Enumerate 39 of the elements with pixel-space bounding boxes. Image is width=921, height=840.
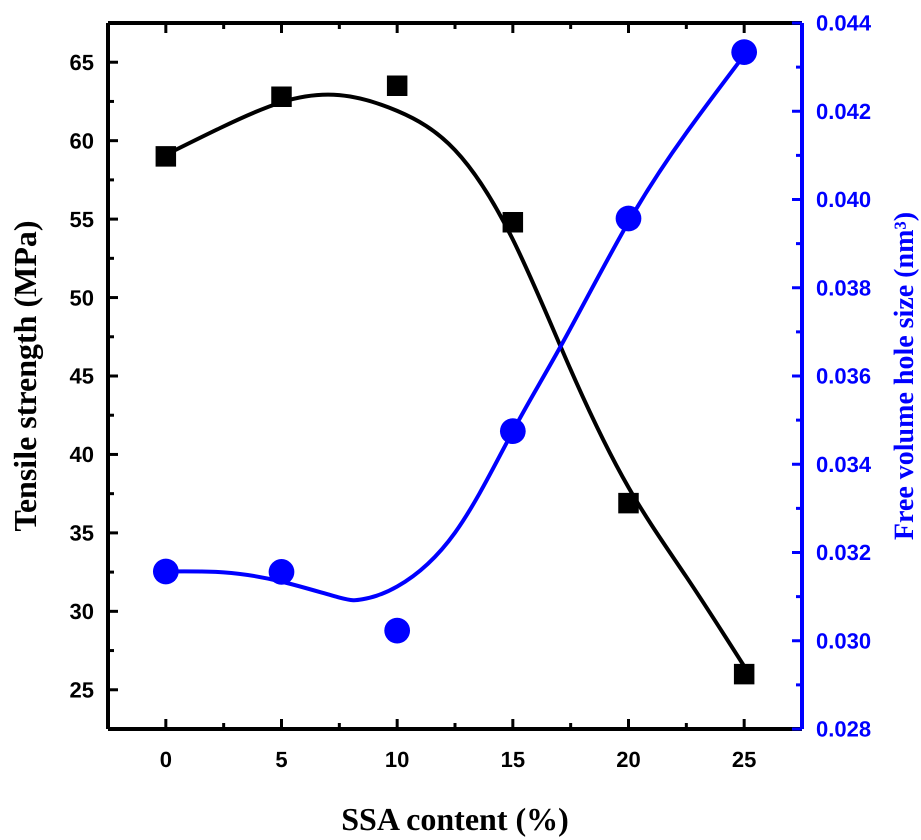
y-tick-label: 40	[70, 442, 94, 468]
y2-tick-label: 0.028	[816, 716, 872, 742]
point	[731, 39, 758, 65]
point	[616, 206, 642, 232]
y2-tick-label: 0.042	[816, 98, 872, 124]
point	[386, 76, 408, 96]
y-tick-label: 45	[70, 364, 94, 389]
y-axis-title: Tensile strength (MPa)	[7, 220, 44, 532]
y2-axis-title: Free volume hole size (nm³)	[889, 212, 920, 540]
y2-tick-label: 0.036	[816, 364, 872, 389]
x-axis-title: SSA content (%)	[341, 801, 569, 837]
x-tick-label: 25	[732, 747, 756, 772]
y2-tick-label: 0.044	[816, 10, 872, 36]
y2-tick-label: 0.030	[816, 628, 872, 654]
y2-tick-label: 0.040	[816, 187, 872, 212]
point	[271, 86, 292, 107]
y-tick-label: 25	[70, 677, 94, 702]
point	[268, 559, 294, 585]
point	[502, 212, 524, 232]
x-tick-label: 10	[384, 747, 410, 772]
point	[384, 618, 410, 644]
x-tick-label: 20	[616, 747, 641, 772]
point	[156, 146, 176, 167]
y2-tick-label: 0.032	[816, 540, 872, 566]
x-tick-label: 0	[160, 747, 172, 772]
y2-tick-label: 0.034	[816, 452, 872, 477]
y-tick-label: 30	[70, 599, 94, 624]
point	[500, 418, 526, 444]
point	[734, 664, 754, 684]
point	[152, 558, 179, 584]
y-tick-label: 35	[70, 520, 94, 546]
x-tick-label: 15	[500, 747, 526, 772]
point	[618, 492, 639, 514]
x-tick-label: 5	[275, 747, 288, 772]
y-tick-label: 50	[70, 285, 94, 310]
y-tick-label: 55	[70, 206, 94, 232]
y-tick-label: 60	[70, 128, 94, 154]
y-tick-label: 65	[70, 50, 94, 75]
y2-tick-label: 0.038	[816, 275, 872, 300]
